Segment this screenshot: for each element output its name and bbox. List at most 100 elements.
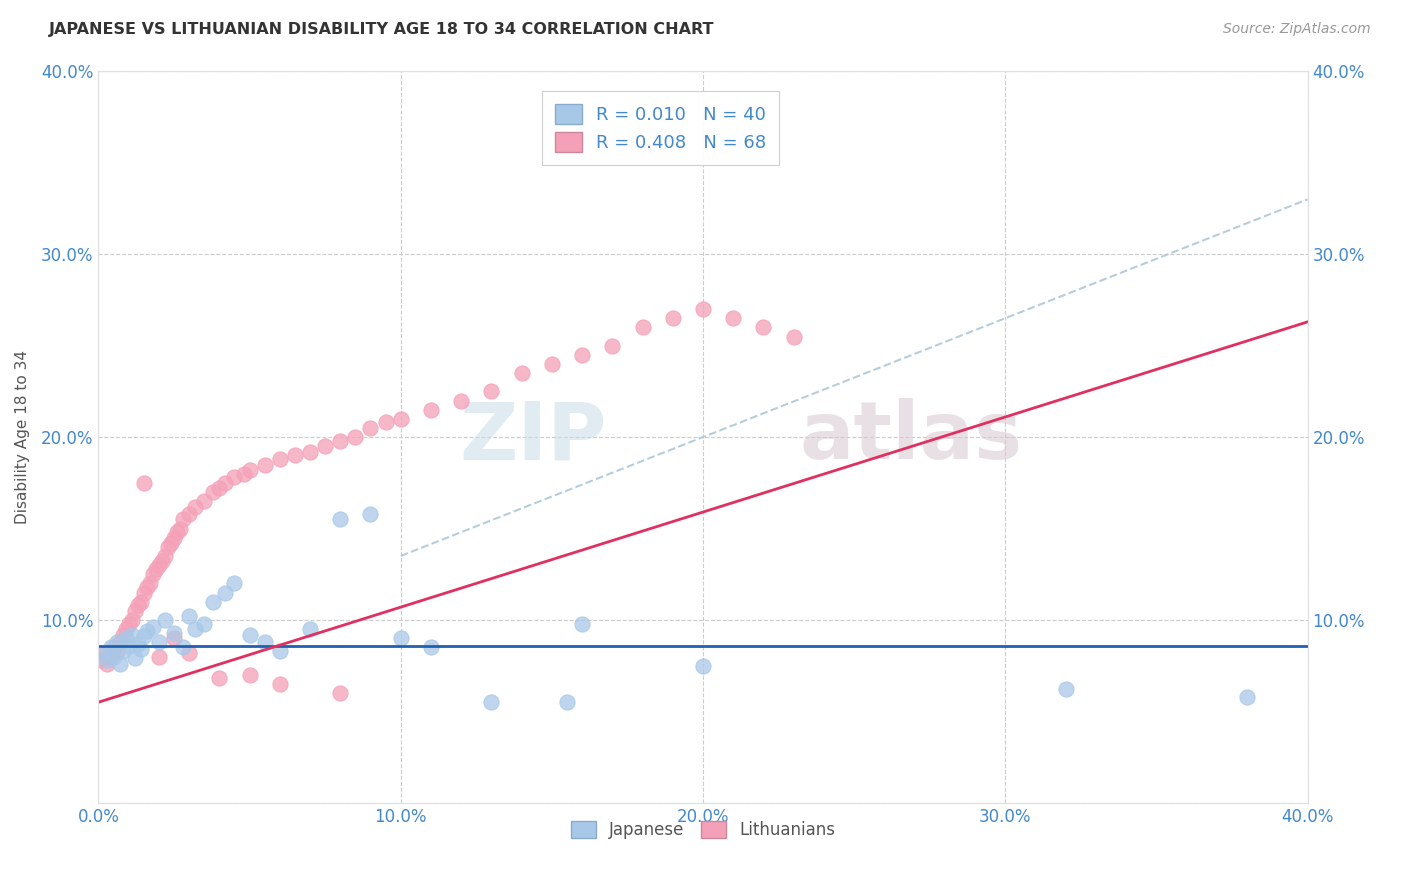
Point <box>224 576 246 591</box>
Point <box>329 512 352 526</box>
Point <box>193 616 215 631</box>
Point <box>232 467 254 481</box>
Point <box>269 677 291 691</box>
Point <box>450 393 472 408</box>
Point <box>121 627 143 641</box>
Point <box>124 604 146 618</box>
Point <box>172 640 194 655</box>
Point <box>1054 682 1077 697</box>
Point <box>481 695 503 709</box>
Point <box>114 622 136 636</box>
Point <box>193 494 215 508</box>
Point <box>631 320 654 334</box>
Point <box>108 657 131 671</box>
Point <box>148 558 170 573</box>
Point <box>314 439 336 453</box>
Point <box>100 640 122 655</box>
Point <box>208 481 231 495</box>
Point <box>105 644 128 658</box>
Point <box>374 416 396 430</box>
Point <box>184 500 207 514</box>
Text: Source: ZipAtlas.com: Source: ZipAtlas.com <box>1223 22 1371 37</box>
Point <box>127 599 149 613</box>
Point <box>111 644 134 658</box>
Point <box>142 620 165 634</box>
Point <box>103 640 125 655</box>
Point <box>135 580 157 594</box>
Point <box>214 585 236 599</box>
Point <box>239 667 262 681</box>
Point <box>148 649 170 664</box>
Point <box>166 525 188 540</box>
Point <box>96 657 118 671</box>
Y-axis label: Disability Age 18 to 34: Disability Age 18 to 34 <box>15 350 30 524</box>
Point <box>179 609 201 624</box>
Point <box>389 412 412 426</box>
Point <box>153 613 176 627</box>
Point <box>150 554 173 568</box>
Point <box>148 635 170 649</box>
Point <box>118 616 141 631</box>
Point <box>253 635 276 649</box>
Point <box>135 624 157 638</box>
Point <box>420 640 443 655</box>
Point <box>184 622 207 636</box>
Point <box>163 531 186 545</box>
Point <box>121 613 143 627</box>
Point <box>481 384 503 399</box>
Point <box>299 444 322 458</box>
Text: ZIP: ZIP <box>458 398 606 476</box>
Point <box>145 562 167 576</box>
Point <box>132 475 155 490</box>
Point <box>163 625 186 640</box>
Point <box>142 567 165 582</box>
Point <box>389 632 412 646</box>
Point <box>156 540 179 554</box>
Point <box>114 632 136 646</box>
Point <box>127 637 149 651</box>
Point <box>96 653 118 667</box>
Point <box>692 658 714 673</box>
Point <box>344 430 367 444</box>
Point <box>103 649 125 664</box>
Point <box>214 475 236 490</box>
Point <box>239 463 262 477</box>
Point <box>329 686 352 700</box>
Point <box>129 642 152 657</box>
Point <box>299 622 322 636</box>
Point <box>239 627 262 641</box>
Point <box>692 301 714 317</box>
Point <box>139 576 162 591</box>
Point <box>160 536 183 550</box>
Point <box>208 672 231 686</box>
Text: atlas: atlas <box>800 398 1022 476</box>
Point <box>179 507 201 521</box>
Point <box>253 458 276 472</box>
Point <box>93 646 115 660</box>
Point <box>202 594 225 608</box>
Point <box>179 646 201 660</box>
Point <box>360 507 382 521</box>
Point <box>108 635 131 649</box>
Point <box>93 646 115 660</box>
Point <box>132 629 155 643</box>
Point <box>752 320 775 334</box>
Point <box>1236 690 1258 704</box>
Point <box>132 585 155 599</box>
Point <box>269 644 291 658</box>
Point <box>172 512 194 526</box>
Point <box>111 627 134 641</box>
Point <box>360 421 382 435</box>
Point <box>602 338 624 352</box>
Point <box>124 651 146 665</box>
Point <box>153 549 176 563</box>
Point <box>129 594 152 608</box>
Point <box>555 695 578 709</box>
Point <box>118 639 141 653</box>
Point <box>269 452 291 467</box>
Point <box>224 470 246 484</box>
Point <box>90 653 112 667</box>
Point <box>105 635 128 649</box>
Point <box>284 448 307 462</box>
Legend: Japanese, Lithuanians: Japanese, Lithuanians <box>561 811 845 849</box>
